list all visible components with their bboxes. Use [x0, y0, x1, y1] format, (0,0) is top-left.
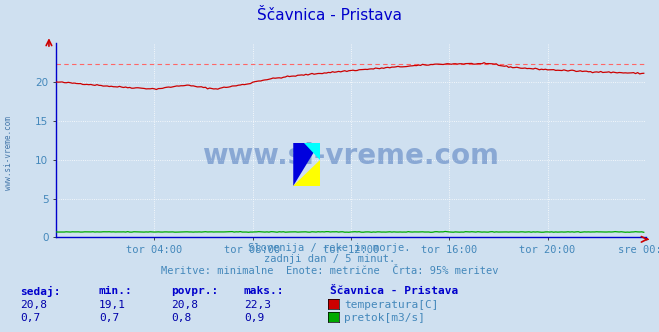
Text: Slovenija / reke in morje.: Slovenija / reke in morje. [248, 243, 411, 253]
Text: 0,7: 0,7 [20, 313, 40, 323]
Text: maks.:: maks.: [244, 286, 284, 295]
Text: sedaj:: sedaj: [20, 286, 60, 296]
Polygon shape [293, 143, 320, 186]
Text: www.si-vreme.com: www.si-vreme.com [4, 116, 13, 190]
Text: temperatura[C]: temperatura[C] [344, 300, 438, 310]
Text: 20,8: 20,8 [20, 300, 47, 310]
Text: Ščavnica - Pristava: Ščavnica - Pristava [330, 286, 458, 295]
Polygon shape [293, 160, 320, 186]
Polygon shape [304, 143, 320, 160]
Text: 0,9: 0,9 [244, 313, 264, 323]
Text: zadnji dan / 5 minut.: zadnji dan / 5 minut. [264, 254, 395, 264]
Text: 20,8: 20,8 [171, 300, 198, 310]
Text: Meritve: minimalne  Enote: metrične  Črta: 95% meritev: Meritve: minimalne Enote: metrične Črta:… [161, 266, 498, 276]
Text: 0,7: 0,7 [99, 313, 119, 323]
Text: povpr.:: povpr.: [171, 286, 219, 295]
Text: 0,8: 0,8 [171, 313, 192, 323]
Text: www.si-vreme.com: www.si-vreme.com [202, 142, 500, 170]
Text: 19,1: 19,1 [99, 300, 126, 310]
Text: Ščavnica - Pristava: Ščavnica - Pristava [257, 8, 402, 23]
Text: 22,3: 22,3 [244, 300, 271, 310]
Text: pretok[m3/s]: pretok[m3/s] [344, 313, 425, 323]
Text: min.:: min.: [99, 286, 132, 295]
